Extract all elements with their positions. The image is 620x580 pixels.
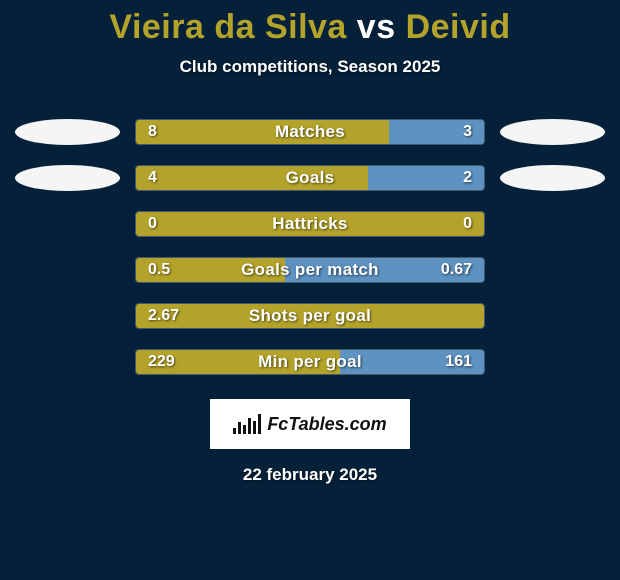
stat-label: Shots per goal: [136, 304, 484, 328]
logo-bar: [243, 425, 246, 434]
logo-bar: [253, 421, 256, 434]
stat-bar: 42Goals: [135, 165, 485, 191]
stat-row: 0.50.67Goals per match: [0, 257, 620, 283]
stat-label: Min per goal: [136, 350, 484, 374]
stat-label: Goals: [136, 166, 484, 190]
title-player1: Vieira da Silva: [109, 8, 346, 46]
stat-row: 42Goals: [0, 165, 620, 191]
stat-row: 229161Min per goal: [0, 349, 620, 375]
stat-bar: 00Hattricks: [135, 211, 485, 237]
page-title: Vieira da Silva vs Deivid: [0, 0, 620, 47]
stat-bar: 229161Min per goal: [135, 349, 485, 375]
stat-bar: 2.67Shots per goal: [135, 303, 485, 329]
logo-bar: [248, 418, 251, 434]
logo-box: FcTables.com: [210, 399, 410, 449]
stats-container: 83Matches 42Goals 00Hattricks 0.50.67Goals …: [0, 119, 620, 375]
stat-row: 83Matches: [0, 119, 620, 145]
stat-label: Goals per match: [136, 258, 484, 282]
stat-bar: 0.50.67Goals per match: [135, 257, 485, 283]
player2-avatar: [500, 119, 605, 145]
stat-label: Hattricks: [136, 212, 484, 236]
title-vs: vs: [357, 8, 396, 46]
stat-bar: 83Matches: [135, 119, 485, 145]
page-root: Vieira da Silva vs Deivid Club competiti…: [0, 0, 620, 580]
title-player2: Deivid: [406, 8, 511, 46]
logo-bar: [238, 422, 241, 434]
logo-bar: [233, 428, 236, 434]
player1-avatar: [15, 165, 120, 191]
logo-text: FcTables.com: [267, 414, 386, 435]
player2-avatar: [500, 165, 605, 191]
stat-row: 00Hattricks: [0, 211, 620, 237]
logo-bar: [258, 414, 261, 434]
stat-label: Matches: [136, 120, 484, 144]
stat-row: 2.67Shots per goal: [0, 303, 620, 329]
date-label: 22 february 2025: [0, 465, 620, 485]
subtitle: Club competitions, Season 2025: [0, 57, 620, 77]
bar-chart-icon: [233, 414, 261, 434]
player1-avatar: [15, 119, 120, 145]
